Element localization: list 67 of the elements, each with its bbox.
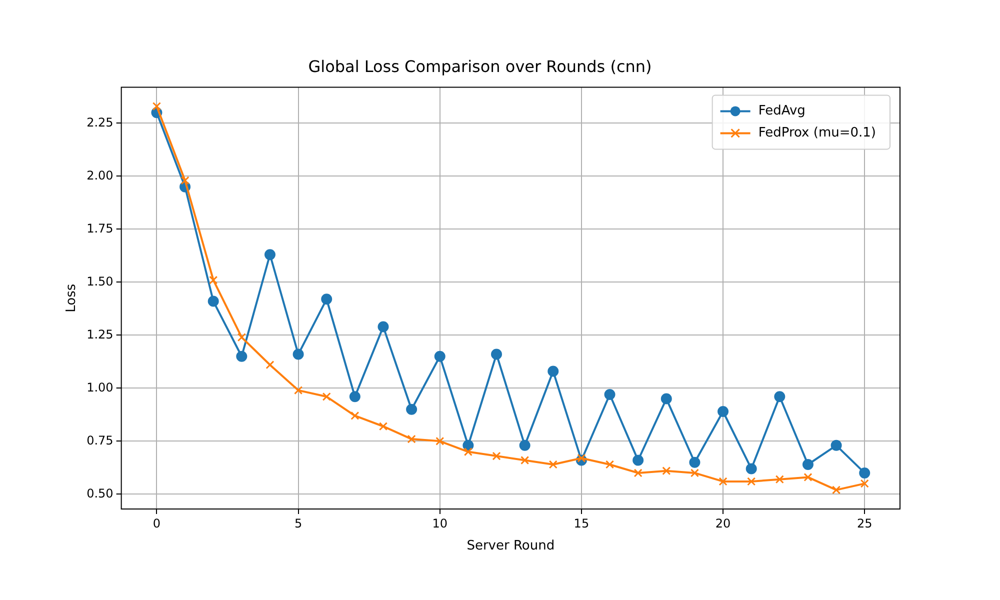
point (407, 434, 416, 444)
point (634, 468, 642, 478)
point (747, 477, 756, 486)
point (208, 296, 219, 307)
point (690, 468, 699, 478)
point (519, 440, 530, 451)
y-tick-label: 1.25 (86, 327, 114, 342)
y-tick-label: 1.50 (86, 274, 114, 288)
chart-title: Global Loss Comparison over Rounds (cnn) (308, 56, 652, 76)
point (604, 389, 616, 400)
point (605, 460, 614, 469)
point (662, 466, 671, 476)
point (434, 350, 446, 362)
point (860, 479, 869, 488)
x-tick-label: 0 (152, 516, 161, 530)
point (406, 404, 418, 415)
point (718, 406, 729, 417)
x-tick-label: 20 (715, 516, 731, 530)
point (349, 391, 360, 402)
point (548, 366, 559, 377)
y-tick-label: 0.50 (86, 486, 114, 500)
point (322, 392, 331, 401)
y-axis-title: Loss (64, 284, 80, 312)
point (209, 276, 218, 284)
y-tick-label: 0.75 (86, 433, 114, 448)
legend-label: FedProx (mu=0.1) (758, 126, 876, 141)
point (492, 452, 501, 460)
point (859, 467, 870, 478)
point (350, 411, 360, 420)
point (520, 456, 530, 465)
y-tick-label: 2.00 (86, 168, 114, 182)
point (152, 102, 161, 111)
point (264, 249, 276, 260)
point (577, 454, 586, 462)
point (266, 360, 274, 370)
point (491, 348, 502, 360)
y-tick-label: 1.75 (86, 221, 114, 236)
point (378, 321, 389, 332)
x-tick-label: 25 (856, 516, 872, 530)
point (832, 486, 841, 494)
point (718, 477, 728, 486)
x-tick-label: 10 (432, 516, 448, 530)
point (689, 456, 700, 468)
point (746, 463, 757, 474)
point (632, 454, 644, 466)
point (464, 447, 472, 456)
point (775, 475, 784, 484)
x-tick-label: 5 (294, 516, 302, 530)
point (236, 350, 248, 362)
point (321, 294, 332, 305)
legend-label: FedAvg (758, 104, 806, 119)
point (378, 422, 388, 431)
point (180, 176, 190, 185)
point (294, 386, 303, 395)
point (660, 393, 672, 404)
point (774, 391, 786, 402)
point (548, 460, 558, 469)
y-tick-label: 1.00 (86, 380, 114, 394)
x-tick-label: 15 (574, 516, 590, 530)
point (237, 333, 246, 342)
point (436, 436, 444, 446)
point (802, 458, 814, 470)
x-axis-title: Server Round (466, 538, 555, 554)
point (292, 348, 304, 360)
y-tick-label: 2.25 (86, 115, 114, 130)
point (830, 440, 842, 451)
point (804, 472, 812, 482)
